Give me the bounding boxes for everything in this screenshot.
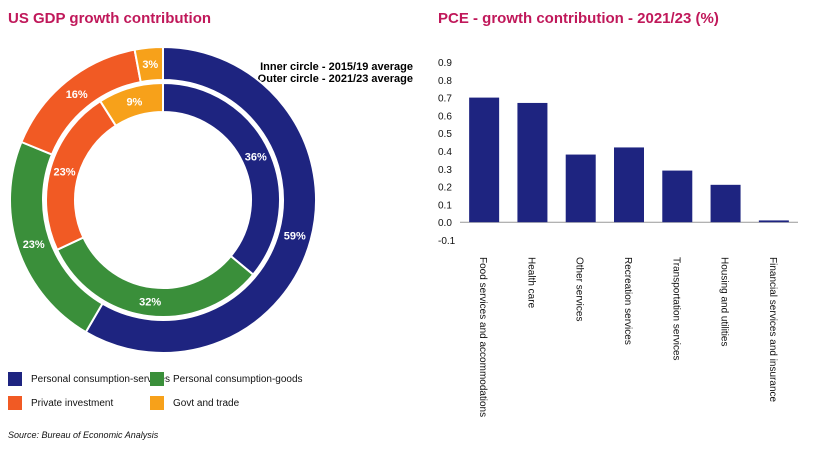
y-tick-label: 0.8 [438,76,452,87]
outer-slice-govt [133,45,164,84]
legend-item-govt: Govt and trade [150,396,239,410]
legend-swatch-services [8,372,22,386]
outer-label-2: 16% [66,89,88,101]
bar-chart-title: PCE - growth contribution - 2021/23 (%) [438,10,719,27]
outer-label-1: 23% [23,239,45,251]
legend-label-govt: Govt and trade [173,397,240,409]
y-tick-label: 0.3 [438,165,452,176]
legend-label-investment: Private investment [31,397,114,409]
legend-swatch-goods [150,372,164,386]
donut-chart-title: US GDP growth contribution [8,10,212,27]
bar-0 [469,97,500,223]
y-tick-label: 0.4 [438,147,452,158]
y-tick-label: 0.7 [438,94,452,105]
x-category-label: Health care [525,257,536,309]
legend-swatch-govt [150,396,164,410]
x-category-label: Recreation services [622,257,633,345]
bar-3 [614,147,644,223]
source-note: Source: Bureau of Economic Analysis [8,430,159,440]
inner-label-1: 32% [139,297,161,309]
y-tick-label: 0.9 [438,58,452,69]
y-tick-label: -0.1 [438,236,456,247]
outer-label-0: 59% [284,231,306,243]
legend-item-services: Personal consumption-services [8,372,170,386]
outer-slice-services [84,45,317,354]
donut-chart: Inner circle - 2015/19 average Outer cir… [9,45,413,354]
inner-label-2: 23% [54,166,76,178]
bar-6 [758,220,789,223]
legend-label-services: Personal consumption-services [31,373,170,385]
y-tick-label: 0.6 [438,111,452,122]
y-tick-label: 0.2 [438,183,452,194]
legend-item-goods: Personal consumption-goods [150,372,303,386]
x-category-label: Food services and accommodations [477,257,488,417]
y-tick-label: 0.0 [438,218,452,229]
legend-item-investment: Private investment [8,396,113,410]
y-tick-label: 0.1 [438,200,452,211]
bar-5 [710,184,741,223]
chart-note-outer: Outer circle - 2021/23 average [258,73,413,85]
bar-chart: 0.9 0.8 0.7 0.6 0.5 0.4 0.3 0.2 0.1 0.0 -0.1 Food s… [438,58,798,417]
outer-label-3: 3% [142,59,158,71]
y-tick-label: 0.5 [438,129,452,140]
x-category-label: Financial services and insurance [767,257,778,403]
x-category-label: Housing and utilities [719,257,730,347]
bar-4 [662,170,693,223]
inner-label-3: 9% [126,97,142,109]
legend-label-goods: Personal consumption-goods [173,373,303,385]
x-category-label: Transportation services [670,257,681,361]
inner-slice-govt [98,81,164,128]
bar-2 [565,154,596,223]
chart-note-inner: Inner circle - 2015/19 average [260,61,413,73]
inner-label-0: 36% [245,151,267,163]
x-category-label: Other services [574,257,585,321]
legend-swatch-investment [8,396,22,410]
bar-1 [517,102,548,223]
